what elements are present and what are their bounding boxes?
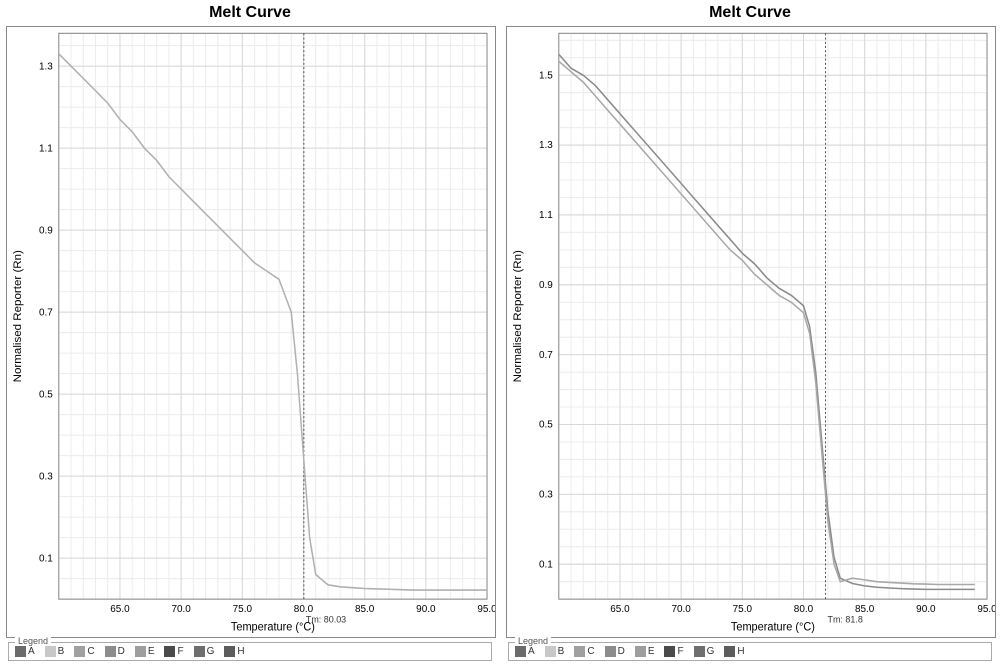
legend-label: B	[558, 646, 565, 657]
legend-swatch	[45, 646, 56, 657]
chart-area-left: 65.070.075.080.085.090.095.00.10.30.50.7…	[6, 26, 494, 636]
svg-text:90.0: 90.0	[916, 604, 936, 615]
svg-text:80.0: 80.0	[794, 604, 814, 615]
legend-item: G	[694, 646, 715, 657]
chart-container: Melt Curve 65.0 70.0 75.0 80.0 85.0 90.0 95.0 0…	[0, 0, 1000, 667]
legend-item: B	[545, 646, 565, 657]
legend-swatch	[574, 646, 585, 657]
legend-swatch	[15, 646, 26, 657]
svg-text:0.1: 0.1	[539, 559, 553, 570]
panel-right: Melt Curve 65.070.075.080.085.090.095.00…	[500, 0, 1000, 667]
svg-text:65.0: 65.0	[610, 604, 630, 615]
svg-text:85.0: 85.0	[355, 604, 375, 615]
legend-label: A	[528, 646, 535, 657]
legend-swatch	[135, 646, 146, 657]
legend-item: H	[724, 646, 744, 657]
legend-title-left: Legend	[15, 636, 51, 646]
legend-label: C	[87, 646, 94, 657]
legend-item: D	[105, 646, 125, 657]
svg-text:0.5: 0.5	[39, 389, 53, 400]
legend-item: H	[224, 646, 244, 657]
legend-swatch	[194, 646, 205, 657]
svg-text:1.1: 1.1	[539, 210, 553, 221]
legend-item: C	[74, 646, 94, 657]
svg-text:70.0: 70.0	[171, 604, 191, 615]
legend-label: G	[707, 646, 715, 657]
svg-text:75.0: 75.0	[233, 604, 253, 615]
legend-label: D	[618, 646, 625, 657]
panel-left: Melt Curve 65.070.075.080.085.090.095.00…	[0, 0, 500, 667]
chart-title-left: Melt Curve	[0, 0, 500, 26]
svg-text:Tm: 81.8: Tm: 81.8	[828, 614, 863, 624]
legend-label: A	[28, 646, 35, 657]
legend-swatch	[224, 646, 235, 657]
chart-title-right: Melt Curve	[500, 0, 1000, 26]
legend-item: E	[635, 646, 655, 657]
legend-label: B	[58, 646, 65, 657]
legend-item: A	[515, 646, 535, 657]
legend-left: Legend ABCDEFGH	[8, 642, 492, 661]
svg-text:0.9: 0.9	[39, 225, 53, 236]
svg-text:95.0: 95.0	[977, 604, 996, 615]
svg-text:0.3: 0.3	[39, 471, 53, 482]
svg-text:0.7: 0.7	[539, 350, 553, 361]
svg-text:0.3: 0.3	[539, 489, 553, 500]
legend-swatch	[664, 646, 675, 657]
svg-text:Temperature (°C): Temperature (°C)	[731, 621, 815, 633]
legend-item: D	[605, 646, 625, 657]
legend-item: F	[164, 646, 183, 657]
legend-swatch	[74, 646, 85, 657]
svg-text:Temperature (°C): Temperature (°C)	[231, 621, 315, 633]
legend-label: E	[148, 646, 155, 657]
svg-text:90.0: 90.0	[416, 604, 436, 615]
chart-svg-right: 65.070.075.080.085.090.095.00.10.30.50.7…	[506, 26, 996, 638]
svg-text:1.3: 1.3	[539, 140, 553, 151]
legend-swatch	[515, 646, 526, 657]
svg-text:0.9: 0.9	[539, 280, 553, 291]
legend-swatch	[164, 646, 175, 657]
legend-label: H	[737, 646, 744, 657]
svg-text:1.5: 1.5	[539, 70, 553, 81]
svg-text:70.0: 70.0	[671, 604, 691, 615]
legend-label: F	[677, 646, 683, 657]
legend-item: F	[664, 646, 683, 657]
chart-area-right: 65.070.075.080.085.090.095.00.10.30.50.7…	[506, 26, 994, 636]
legend-item: E	[135, 646, 155, 657]
svg-text:Normalised Reporter (Rn): Normalised Reporter (Rn)	[12, 250, 24, 383]
legend-label: G	[207, 646, 215, 657]
legend-label: E	[648, 646, 655, 657]
legend-item: G	[194, 646, 215, 657]
legend-swatch	[694, 646, 705, 657]
legend-items-left: A B C D E F G H	[15, 646, 245, 657]
svg-text:1.1: 1.1	[39, 143, 53, 154]
svg-text:0.7: 0.7	[39, 307, 53, 318]
legend-label: D	[118, 646, 125, 657]
chart-svg-left: 65.070.075.080.085.090.095.00.10.30.50.7…	[6, 26, 496, 638]
legend-right: Legend ABCDEFGH	[508, 642, 992, 661]
svg-text:1.3: 1.3	[39, 61, 53, 72]
legend-title-right: Legend	[515, 636, 551, 646]
svg-text:65.0: 65.0	[110, 604, 130, 615]
svg-text:Normalised Reporter (Rn): Normalised Reporter (Rn)	[512, 250, 524, 383]
svg-text:75.0: 75.0	[733, 604, 753, 615]
legend-item: A	[15, 646, 35, 657]
legend-label: F	[177, 646, 183, 657]
legend-swatch	[545, 646, 556, 657]
svg-text:95.0: 95.0	[477, 604, 496, 615]
legend-item: B	[45, 646, 65, 657]
legend-item: C	[574, 646, 594, 657]
legend-items-right: A B C D E F G H	[515, 646, 745, 657]
legend-swatch	[724, 646, 735, 657]
legend-swatch	[605, 646, 616, 657]
legend-label: H	[237, 646, 244, 657]
legend-swatch	[635, 646, 646, 657]
svg-text:0.1: 0.1	[39, 553, 53, 564]
legend-label: C	[587, 646, 594, 657]
legend-swatch	[105, 646, 116, 657]
svg-text:0.5: 0.5	[539, 419, 553, 430]
